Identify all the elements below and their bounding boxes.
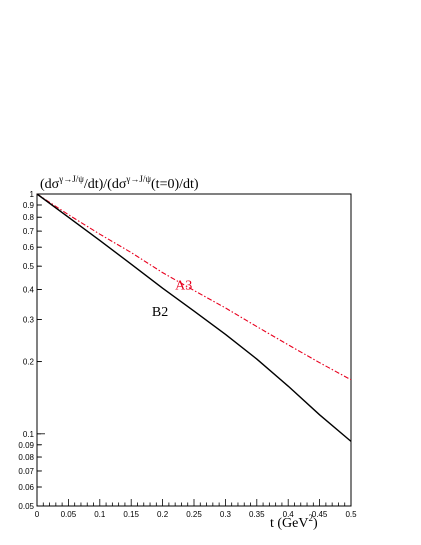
x-axis-title-close: ) [313,516,318,531]
x-tick-label: 0.45 [312,510,328,519]
x-tick-label: 0.3 [220,510,232,519]
y-tick-label: 0.6 [23,243,35,252]
y-tick-label: 1 [30,190,35,199]
y-tick-label: 0.06 [18,483,34,492]
y-axis-title: (dσγ→J/ψ/dt)/(dσγ→J/ψ(t=0)/dt) [40,174,199,192]
y-tick-label: 0.05 [18,502,34,511]
y-axis-title-close: (t=0)/dt) [151,177,199,192]
y-tick-label: 0.4 [23,285,35,294]
y-tick-label: 0.08 [18,453,34,462]
x-tick-label: 0.05 [61,510,77,519]
y-tick-label: 0.9 [23,201,35,210]
series-line-a3 [36,193,352,381]
x-tick-label: 0.35 [249,510,265,519]
y-tick-label: 0.09 [18,441,34,450]
y-axis-title-mid: /dt)/(dσ [84,177,127,192]
y-tick-label: 0.3 [23,315,35,324]
x-tick-label: 0.1 [94,510,106,519]
y-ticks: 1 0.9 0.8 0.7 0.6 0.5 0.4 0.3 0.2 0.1 0.09 0.08 0.07… [18,190,45,511]
x-tick-label: 0.4 [283,510,295,519]
curves: A3 B2 [36,193,352,442]
x-tick-label: 0.2 [157,510,169,519]
y-axis-title-open: (dσ [40,177,60,192]
y-tick-label: 0.07 [18,467,34,476]
y-tick-label: 0.2 [23,358,35,367]
y-tick-label: 0.5 [23,262,35,271]
x-tick-label: 0.15 [123,510,139,519]
x-tick-label: 0 [35,510,40,519]
y-axis-title-sup2: γ→J/ψ [125,174,151,184]
y-tick-label: 0.7 [23,227,35,236]
series-line-b2 [36,193,352,442]
x-axis-title: t (GeV2) [270,513,318,531]
y-tick-label: 0.8 [23,213,35,222]
y-axis-title-sup1: γ→J/ψ [58,174,84,184]
series-label-a3: A3 [175,278,192,293]
x-tick-label: 0.5 [345,510,357,519]
x-ticks: 0 0.05 0.1 0.15 0.2 0.25 0.3 0.35 0.4 0.45 0.5 [35,499,357,519]
series-label-b2: B2 [152,305,168,320]
x-axis-title-sup: 2 [309,513,314,523]
x-tick-label: 0.25 [186,510,202,519]
y-tick-label: 0.1 [23,430,35,439]
plot-frame [36,193,352,507]
x-axis-title-main: t (GeV [270,516,309,531]
